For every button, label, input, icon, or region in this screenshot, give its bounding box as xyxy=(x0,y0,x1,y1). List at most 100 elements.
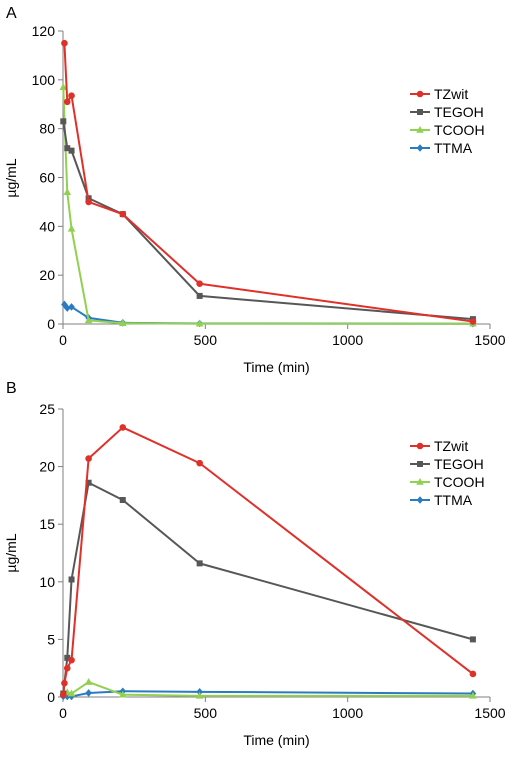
series-tzwit xyxy=(61,39,477,325)
series-line-tzwit xyxy=(63,43,474,323)
data-point xyxy=(67,224,76,232)
data-point xyxy=(67,689,76,697)
data-point xyxy=(68,303,75,311)
panel-label: B xyxy=(6,380,17,397)
x-tick-label: 500 xyxy=(194,332,218,348)
legend-label: TTMA xyxy=(434,140,473,156)
legend-marker xyxy=(416,144,424,152)
y-tick-label: 40 xyxy=(39,218,55,234)
legend-item: TCOOH xyxy=(410,474,485,490)
x-axis-title: Time (min) xyxy=(243,732,309,748)
x-tick-label: 1500 xyxy=(474,705,505,721)
data-point xyxy=(68,92,75,100)
data-point xyxy=(84,316,93,324)
y-tick-label: 25 xyxy=(39,401,55,417)
series-line-tcooh xyxy=(62,87,473,325)
x-tick-label: 0 xyxy=(59,705,67,721)
legend-item: TTMA xyxy=(410,140,473,156)
x-tick-label: 1000 xyxy=(332,332,363,348)
y-tick-label: 5 xyxy=(47,631,55,647)
y-tick-label: 15 xyxy=(39,516,55,532)
data-point xyxy=(59,83,68,90)
data-point xyxy=(61,679,68,687)
y-tick-label: 60 xyxy=(39,170,55,186)
data-point xyxy=(469,691,477,699)
series-tcooh xyxy=(59,83,477,327)
data-point xyxy=(469,318,477,325)
data-point xyxy=(59,691,67,698)
data-point xyxy=(196,560,203,567)
y-tick-label: 20 xyxy=(39,267,55,283)
y-tick-label: 0 xyxy=(47,689,55,705)
series-line-tegoh xyxy=(62,481,474,694)
y-tick-label: 20 xyxy=(39,459,55,475)
legend-label: TEGOH xyxy=(434,104,484,120)
legend-label: TTMA xyxy=(434,492,473,508)
legend-item: TZwit xyxy=(410,438,468,454)
legend-item: TTMA xyxy=(410,492,473,508)
data-point xyxy=(64,145,71,152)
legend-label: TZwit xyxy=(434,438,468,454)
legend-label: TCOOH xyxy=(434,474,485,490)
y-tick-label: 10 xyxy=(39,574,55,590)
data-point xyxy=(196,292,203,299)
data-point xyxy=(60,118,67,125)
legend-marker xyxy=(416,478,424,485)
legend-label: TEGOH xyxy=(434,456,484,472)
x-tick-label: 1500 xyxy=(474,332,505,348)
y-axis-title: µg/mL xyxy=(3,158,19,197)
series-line-tzwit xyxy=(62,426,474,695)
data-point xyxy=(68,656,75,664)
data-point xyxy=(61,39,68,47)
y-tick-label: 100 xyxy=(32,72,56,88)
x-tick-label: 0 xyxy=(59,332,67,348)
y-tick-label: 0 xyxy=(47,316,55,332)
series-tzwit xyxy=(59,424,477,698)
data-point xyxy=(68,147,75,154)
data-point xyxy=(469,636,476,643)
y-axis-title: µg/mL xyxy=(3,533,19,572)
legend-item: TEGOH xyxy=(410,456,484,472)
data-point xyxy=(63,188,72,195)
series-tegoh xyxy=(60,479,476,697)
legend-marker xyxy=(417,109,423,115)
legend-item: TZwit xyxy=(410,86,468,102)
legend-marker xyxy=(416,90,424,98)
legend-marker xyxy=(417,461,423,467)
panel-label: A xyxy=(6,5,17,22)
legend: TZwit TEGOH TCOOH TTMA xyxy=(410,438,485,508)
data-point xyxy=(196,280,203,288)
data-point xyxy=(119,497,126,504)
chart-panel-b: B 0 5 10 15 20 25 0 500 1000 1500 Time (min) µg/mL TZ… xyxy=(3,380,506,748)
legend-marker xyxy=(416,442,424,450)
data-point xyxy=(63,98,71,106)
data-point xyxy=(195,319,204,327)
data-point xyxy=(119,424,127,431)
legend-marker xyxy=(416,126,424,133)
data-point xyxy=(85,479,92,486)
legend-item: TEGOH xyxy=(410,104,484,120)
data-point xyxy=(63,664,71,672)
data-point xyxy=(84,678,93,685)
x-tick-label: 500 xyxy=(194,705,218,721)
data-point xyxy=(68,576,75,583)
data-point xyxy=(85,689,92,697)
y-tick-label: 120 xyxy=(32,23,56,39)
data-point xyxy=(63,304,71,312)
legend-item: TCOOH xyxy=(410,122,485,138)
x-axis-title: Time (min) xyxy=(243,359,309,375)
legend-label: TCOOH xyxy=(434,122,485,138)
data-point xyxy=(119,210,127,218)
data-point xyxy=(118,319,127,327)
legend: TZwit TEGOH TCOOH TTMA xyxy=(410,86,485,156)
data-point xyxy=(85,198,92,206)
series-line-tegoh xyxy=(62,121,474,321)
data-point xyxy=(118,690,127,698)
data-point xyxy=(196,459,203,467)
legend-marker xyxy=(416,496,424,504)
data-point xyxy=(195,691,204,699)
x-tick-label: 1000 xyxy=(332,705,363,721)
data-point xyxy=(196,688,203,696)
